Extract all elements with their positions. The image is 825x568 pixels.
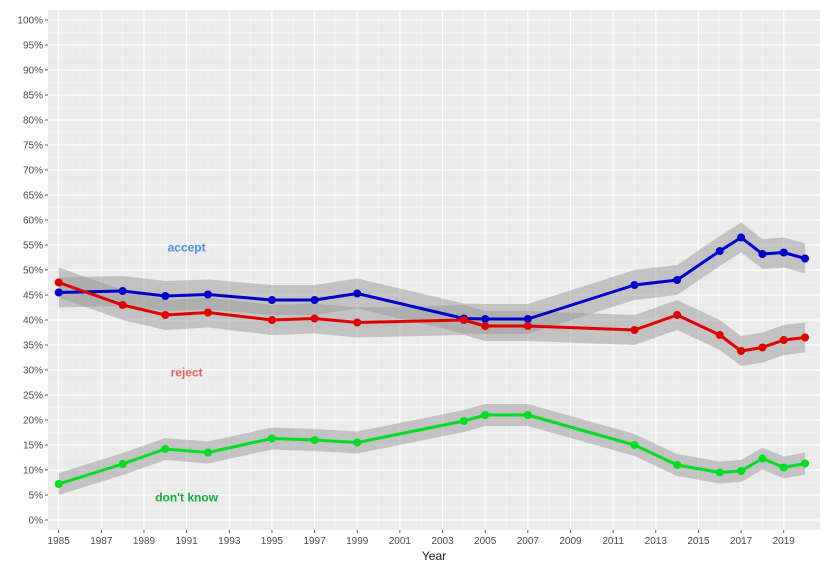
x-tick-label: 1995 (261, 536, 284, 547)
accept-point (267, 296, 276, 304)
reject-point (779, 336, 788, 344)
accept-point (481, 315, 490, 323)
don-t-know-point (715, 468, 724, 477)
y-tick-label: 10% (23, 466, 43, 477)
reject-label: reject (171, 366, 203, 380)
accept-point (353, 289, 362, 298)
y-tick-label: 40% (23, 316, 43, 327)
y-tick-label: 20% (23, 416, 43, 427)
reject-point (161, 311, 170, 319)
don-t-know-point (801, 459, 810, 468)
don-t-know-point (353, 438, 362, 447)
x-tick-label: 1993 (218, 536, 241, 547)
reject-point (715, 331, 724, 339)
series-points (54, 233, 810, 488)
don-t-know-point (203, 448, 212, 457)
accept-point (737, 233, 746, 242)
x-tick-label: 1985 (48, 536, 71, 547)
accept-label: accept (168, 241, 206, 255)
reject-point (481, 322, 490, 330)
accept-point (310, 296, 319, 304)
x-tick-label: 1997 (303, 536, 326, 547)
x-tick-label: 1999 (346, 536, 369, 547)
x-tick-label: 1989 (133, 536, 156, 547)
don-t-know-point (481, 411, 490, 419)
reject-point (737, 347, 746, 355)
y-tick-label: 50% (23, 266, 43, 277)
don-t-know-point (118, 460, 127, 468)
y-tick-label: 55% (23, 241, 43, 252)
accept-point (118, 287, 127, 295)
accept-point (715, 247, 724, 255)
y-tick-label: 80% (23, 116, 43, 127)
x-tick-label: 1987 (90, 536, 113, 547)
don-t-know-point (523, 411, 532, 419)
y-tick-label: 5% (29, 491, 44, 502)
y-tick-label: 60% (23, 216, 43, 227)
reject-point (54, 278, 63, 287)
accept-point (161, 292, 170, 300)
accept-point (673, 276, 682, 284)
don-t-know-point (758, 454, 767, 463)
y-tick-label: 100% (17, 16, 43, 27)
accept-point (630, 281, 639, 289)
don-t-know-point (673, 461, 682, 469)
y-tick-label: 35% (23, 341, 43, 352)
don-t-know-point (310, 436, 319, 444)
reject-point (523, 322, 532, 330)
x-tick-label: 2015 (687, 536, 710, 547)
y-tick-label: 0% (29, 516, 44, 527)
don-t-know-point (630, 441, 639, 449)
don-t-know-point (737, 467, 746, 475)
reject-point (673, 311, 682, 319)
x-tick-label: 2017 (730, 536, 753, 547)
x-tick-label: 2003 (431, 536, 454, 547)
reject-point (630, 326, 639, 334)
x-axis: 1985 1987 1989 1991 1993 1995 1997 1999 2001 2003… (48, 530, 796, 547)
y-tick-label: 85% (23, 91, 43, 102)
y-tick-label: 25% (23, 391, 43, 402)
accept-point (54, 288, 63, 297)
reject-point (801, 333, 810, 342)
don-t-know-point (267, 434, 276, 443)
x-tick-label: 2007 (517, 536, 540, 547)
reject-point (310, 314, 319, 323)
accept-point (203, 290, 212, 299)
don-t-know-label: don't know (155, 491, 219, 505)
y-tick-label: 65% (23, 191, 43, 202)
reject-point (353, 318, 362, 327)
don-t-know-point (779, 463, 788, 472)
accept-point (758, 250, 767, 258)
y-axis: 0% 5% 10% 15% 20% 25% 30% 35% 40% 45% 50% 55% 60% 65%… (17, 16, 48, 527)
y-tick-label: 30% (23, 366, 43, 377)
x-tick-label: 2001 (389, 536, 412, 547)
don-t-know-point (161, 445, 170, 453)
reject-point (459, 316, 468, 324)
y-tick-label: 95% (23, 41, 43, 52)
x-tick-label: 2019 (773, 536, 796, 547)
y-tick-label: 15% (23, 441, 43, 452)
reject-point (267, 316, 276, 324)
x-tick-label: 2005 (474, 536, 497, 547)
reject-confidence-band (58, 267, 806, 366)
accept-point (779, 248, 788, 257)
y-tick-label: 45% (23, 291, 43, 302)
reject-point (203, 308, 212, 317)
y-tick-label: 90% (23, 66, 43, 77)
series-labels: accept reject don't know (155, 241, 219, 505)
reject-point (118, 301, 127, 309)
reject-point (758, 343, 767, 352)
accept-point (523, 315, 532, 323)
x-tick-label: 2013 (645, 536, 668, 547)
don-t-know-point (54, 480, 63, 488)
y-tick-label: 75% (23, 141, 43, 152)
y-tick-label: 70% (23, 166, 43, 177)
x-tick-label: 2009 (559, 536, 582, 547)
accept-point (801, 254, 810, 263)
x-tick-label: 1991 (175, 536, 198, 547)
x-tick-label: 2011 (602, 536, 624, 547)
don-t-know-point (459, 417, 468, 425)
x-axis-title: Year (422, 549, 446, 563)
